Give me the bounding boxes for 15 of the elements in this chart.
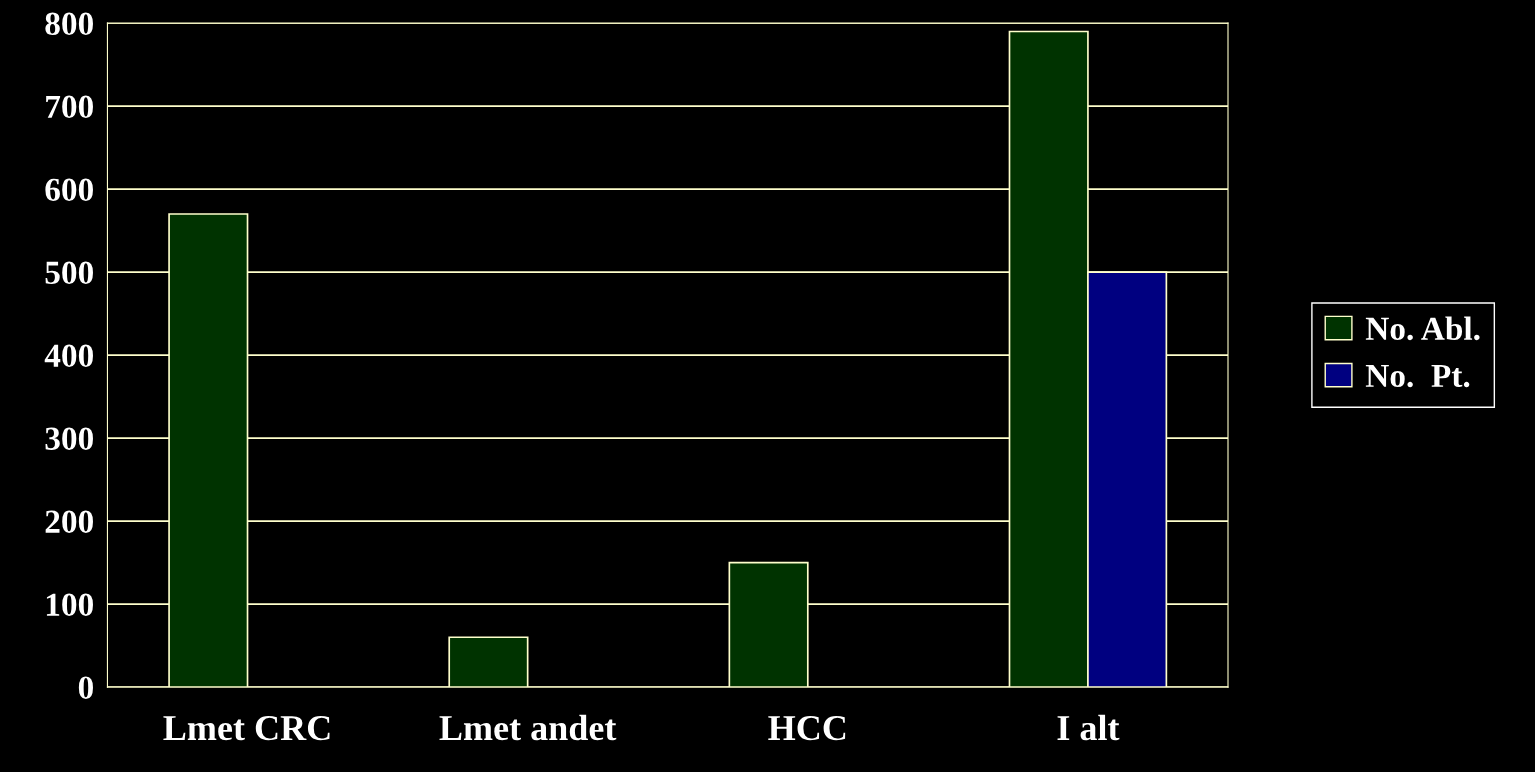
legend-label: No. Pt. bbox=[1365, 364, 1470, 388]
y-tick-label: 400 bbox=[44, 344, 93, 368]
y-tick-label: 100 bbox=[46, 593, 93, 616]
x-tick-label: Lmet CRC bbox=[163, 716, 330, 741]
y-tick-label: 500 bbox=[45, 261, 93, 285]
x-tick-label: HCC bbox=[768, 716, 846, 741]
y-tick-label: 800 bbox=[45, 12, 93, 36]
y-tick-label: 0 bbox=[78, 676, 93, 699]
x-tick-label: Lmet andet bbox=[439, 714, 617, 741]
y-tick-label: 300 bbox=[45, 427, 93, 450]
legend-label: No. Abl. bbox=[1365, 316, 1480, 341]
x-tick-label: I alt bbox=[1057, 714, 1120, 741]
y-tick-label: 700 bbox=[46, 95, 93, 119]
y-tick-label: 200 bbox=[45, 510, 93, 533]
y-tick-label: 600 bbox=[45, 178, 93, 202]
